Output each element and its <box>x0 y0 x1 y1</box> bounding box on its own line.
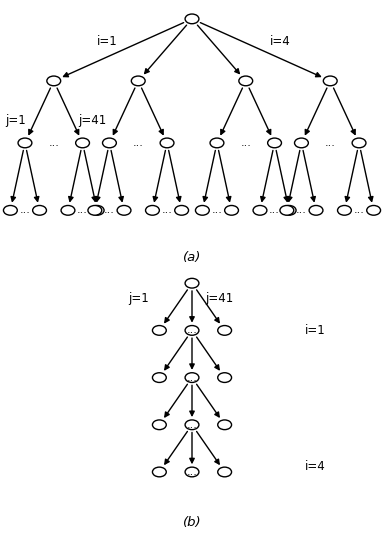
Circle shape <box>131 76 145 86</box>
Text: j=1: j=1 <box>5 114 26 127</box>
Text: ...: ... <box>20 206 30 215</box>
Circle shape <box>253 206 267 215</box>
Text: ...: ... <box>240 138 251 148</box>
Circle shape <box>218 373 232 382</box>
Circle shape <box>239 76 253 86</box>
Circle shape <box>160 138 174 148</box>
Circle shape <box>175 206 189 215</box>
Circle shape <box>152 373 166 382</box>
Text: ...: ... <box>48 138 59 148</box>
Circle shape <box>323 76 337 86</box>
Text: j=41: j=41 <box>78 114 106 127</box>
Text: i=1: i=1 <box>305 324 325 337</box>
Circle shape <box>146 206 159 215</box>
Circle shape <box>352 138 366 148</box>
Text: ...: ... <box>187 467 197 477</box>
Text: ...: ... <box>187 373 197 382</box>
Circle shape <box>185 467 199 477</box>
Text: i=1: i=1 <box>97 35 118 48</box>
Text: ...: ... <box>162 206 172 215</box>
Circle shape <box>218 420 232 430</box>
Circle shape <box>338 206 351 215</box>
Circle shape <box>367 206 381 215</box>
Circle shape <box>210 138 224 148</box>
Circle shape <box>185 373 199 382</box>
Circle shape <box>103 138 116 148</box>
Circle shape <box>218 467 232 477</box>
Circle shape <box>152 420 166 430</box>
Text: ...: ... <box>187 420 197 430</box>
Circle shape <box>47 76 61 86</box>
Circle shape <box>18 138 32 148</box>
Circle shape <box>195 206 209 215</box>
Text: ...: ... <box>212 206 222 215</box>
Circle shape <box>309 206 323 215</box>
Text: ...: ... <box>354 206 364 215</box>
Circle shape <box>3 206 17 215</box>
Circle shape <box>268 138 281 148</box>
Circle shape <box>88 206 102 215</box>
Circle shape <box>185 326 199 335</box>
Text: j=41: j=41 <box>205 292 234 304</box>
Text: ...: ... <box>325 138 336 148</box>
Circle shape <box>282 206 296 215</box>
Circle shape <box>280 206 294 215</box>
Circle shape <box>185 420 199 430</box>
Circle shape <box>185 278 199 288</box>
Circle shape <box>76 138 89 148</box>
Text: ...: ... <box>269 206 280 215</box>
Circle shape <box>218 326 232 335</box>
Circle shape <box>152 467 166 477</box>
Text: ...: ... <box>187 325 197 335</box>
Text: ...: ... <box>104 206 115 215</box>
Circle shape <box>185 14 199 23</box>
Circle shape <box>152 326 166 335</box>
Text: (a): (a) <box>183 252 201 264</box>
Circle shape <box>117 206 131 215</box>
Text: ...: ... <box>296 206 307 215</box>
Text: ...: ... <box>77 206 88 215</box>
Text: j=1: j=1 <box>128 292 149 304</box>
Circle shape <box>90 206 104 215</box>
Text: ...: ... <box>133 138 144 148</box>
Text: (b): (b) <box>183 516 201 529</box>
Circle shape <box>295 138 308 148</box>
Circle shape <box>33 206 46 215</box>
Text: i=4: i=4 <box>305 460 325 473</box>
Text: i=4: i=4 <box>270 35 291 48</box>
Circle shape <box>61 206 75 215</box>
Circle shape <box>225 206 238 215</box>
